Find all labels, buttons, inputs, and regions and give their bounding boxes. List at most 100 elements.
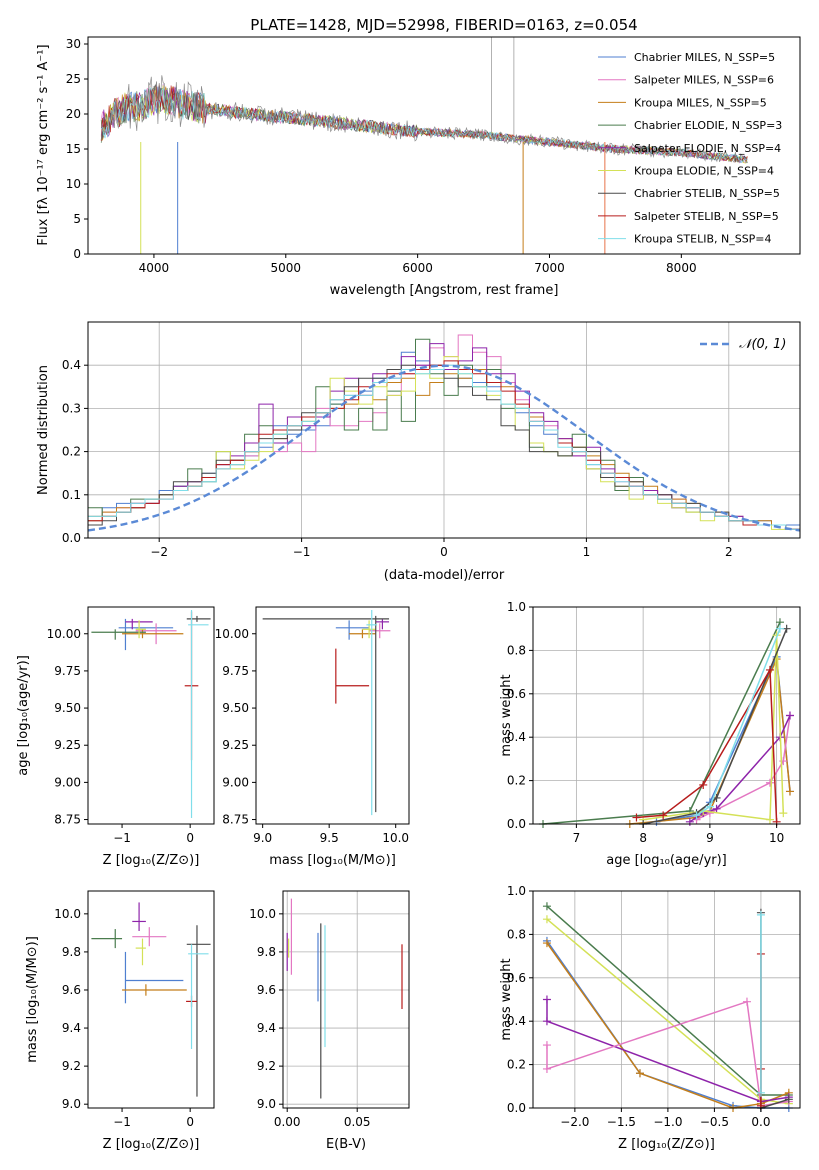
y-tick-label: 0.4 — [507, 1014, 526, 1028]
x-tick-label: 0 — [186, 1115, 194, 1129]
legend-label: Kroupa STELIB, N_SSP=4 — [634, 233, 772, 246]
y-tick-label: 0.2 — [507, 774, 526, 788]
weight-marker — [765, 778, 774, 787]
spectrum-line — [100, 75, 748, 164]
weight-marker — [705, 802, 714, 811]
y-tick-label: 8.75 — [54, 813, 81, 827]
y-tick-label: 9.75 — [222, 664, 249, 678]
x-tick-label: 0 — [186, 831, 194, 845]
x-tick-label: −1 — [113, 831, 131, 845]
x-tick-label: 5000 — [271, 261, 302, 275]
legend-label: Salpeter STELIB, N_SSP=5 — [634, 210, 779, 223]
x-axis-label: E(B-V) — [326, 1137, 366, 1152]
x-tick-label: 0.05 — [344, 1115, 371, 1129]
legend-label: Kroupa ELODIE, N_SSP=4 — [634, 165, 774, 178]
residuals-panel: −2 −1 0 1 2 0.0 0.1 0.2 0.3 0.4 (data-model)/err… — [36, 321, 801, 583]
weight-marker — [782, 624, 791, 633]
panel-frame — [532, 606, 801, 825]
legend-label: Salpeter MILES, N_SSP=6 — [634, 74, 774, 87]
spectrum-frame — [87, 36, 801, 255]
x-tick-label: 1 — [583, 545, 591, 559]
x-axis-label: age [log₁₀(age/yr)] — [606, 853, 727, 868]
x-tick-label: 10.0 — [382, 831, 409, 845]
x-tick-label: −2 — [150, 545, 168, 559]
weight-marker — [756, 1088, 765, 1097]
y-tick-label: 0.0 — [507, 817, 526, 831]
x-tick-label: −1 — [293, 545, 311, 559]
y-tick-label: 30 — [66, 37, 81, 51]
y-tick-label: 10.00 — [215, 627, 249, 641]
spectrum-legend: Chabrier MILES, N_SSP=5 Salpeter MILES, N… — [598, 51, 782, 246]
y-tick-label: 9.6 — [62, 983, 81, 997]
x-tick-label: 7000 — [534, 261, 565, 275]
y-tick-label: 10 — [66, 177, 81, 191]
residual-histogram — [87, 364, 800, 538]
y-tick-label: 9.25 — [222, 738, 249, 752]
age-vs-Z-panel: −1 0 8.75 9.00 9.25 9.50 9.75 10.00 Z [log₁₀(Z/Z… — [16, 606, 215, 868]
weight-marker — [692, 811, 701, 820]
y-axis-label: mass [log₁₀(M/M⊙)] — [25, 936, 40, 1063]
x-tick-label: −1 — [113, 1115, 131, 1129]
weight-marker — [542, 1041, 551, 1050]
y-tick-label: 9.00 — [54, 775, 81, 789]
y-tick-label: 0.4 — [62, 358, 81, 372]
panel-frame — [87, 606, 215, 825]
spectrum-y-ticks: 0 5 10 15 20 25 30 — [66, 37, 88, 261]
weight-marker — [756, 910, 765, 919]
residuals-legend: 𝒩(0, 1) — [700, 337, 786, 352]
spectrum-panel: PLATE=1428, MJD=52998, FIBERID=0163, z=0… — [36, 16, 801, 298]
y-tick-label: 0.3 — [62, 401, 81, 415]
x-tick-label: 2 — [725, 545, 733, 559]
weight-marker — [542, 915, 551, 924]
y-tick-label: 9.00 — [222, 775, 249, 789]
weight-line — [760, 912, 790, 1110]
x-axis-label: Z [log₁₀(Z/Z⊙)] — [103, 1137, 200, 1152]
spectrum-title: PLATE=1428, MJD=52998, FIBERID=0163, z=0… — [250, 16, 637, 34]
weight-marker — [635, 1069, 644, 1078]
mass-vs-ebv-panel: 0.00 0.05 9.0 9.2 9.4 9.6 9.8 10.0 E(B-V) — [249, 890, 410, 1152]
y-tick-label: 9.2 — [257, 1059, 276, 1073]
y-tick-label: 9.25 — [54, 738, 81, 752]
y-tick-label: 25 — [66, 72, 81, 86]
legend-label: Kroupa MILES, N_SSP=5 — [634, 96, 767, 109]
weight-marker — [785, 711, 794, 720]
weight-marker — [784, 1095, 793, 1104]
y-tick-label: 15 — [66, 142, 81, 156]
y-tick-label: 9.2 — [62, 1059, 81, 1073]
y-tick-label: 1.0 — [507, 600, 526, 614]
age-vs-mass-panel: 9.0 9.5 10.0 8.75 9.00 9.25 9.50 9.75 10.00 mass … — [215, 606, 410, 868]
y-tick-label: 9.8 — [257, 945, 276, 959]
y-tick-label: 0.0 — [62, 531, 81, 545]
y-tick-label: 0.0 — [507, 1101, 526, 1115]
y-axis-label: age [log₁₀(age/yr)] — [16, 655, 31, 776]
x-axis-label: Z [log₁₀(Z/Z⊙)] — [618, 1137, 715, 1152]
weight-marker — [765, 815, 774, 824]
x-tick-label: 9.5 — [320, 831, 339, 845]
weight-line — [546, 999, 789, 1103]
y-tick-label: 0.6 — [507, 687, 526, 701]
weight-marker — [785, 787, 794, 796]
y-tick-label: 0.8 — [507, 643, 526, 657]
x-tick-label: 0.0 — [751, 1115, 770, 1129]
x-axis-label: Z [log₁₀(Z/Z⊙)] — [103, 853, 200, 868]
x-tick-label: 0 — [440, 545, 448, 559]
weight-marker — [632, 813, 641, 822]
weight-marker — [699, 780, 708, 789]
y-axis-label: mass weight — [499, 958, 514, 1040]
residuals-y-ticks: 0.0 0.1 0.2 0.3 0.4 — [62, 358, 88, 545]
y-tick-label: 0.1 — [62, 488, 81, 502]
y-tick-label: 9.0 — [257, 1097, 276, 1111]
legend-label: Salpeter ELODIE, N_SSP=4 — [634, 142, 781, 155]
y-tick-label: 0.6 — [507, 971, 526, 985]
y-tick-label: 9.6 — [257, 983, 276, 997]
x-tick-label: −0.5 — [700, 1115, 729, 1129]
panel-frame — [532, 890, 801, 1109]
residuals-plot-area — [87, 334, 801, 538]
y-tick-label: 1.0 — [507, 884, 526, 898]
weight-marker — [542, 902, 551, 911]
y-tick-label: 9.8 — [62, 945, 81, 959]
y-tick-label: 9.0 — [62, 1097, 81, 1111]
mass-vs-Z-panel: −1 0 9.0 9.2 9.4 9.6 9.8 10.0 Z [log₁₀(Z/Z⊙)] mas… — [25, 890, 215, 1152]
panel-frame — [282, 890, 410, 1109]
